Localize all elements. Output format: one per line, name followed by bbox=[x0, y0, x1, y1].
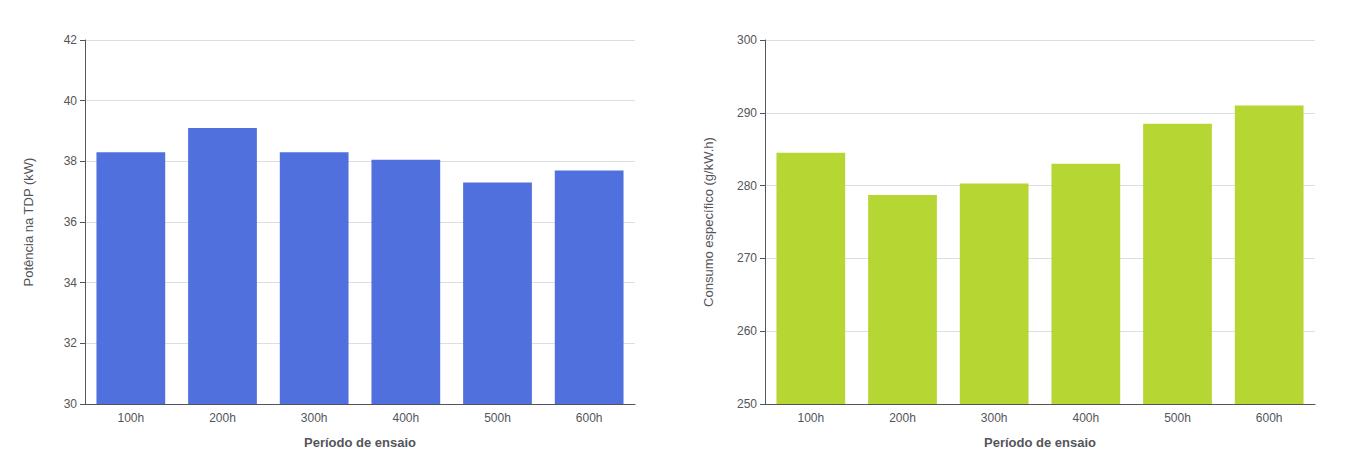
svg-text:300: 300 bbox=[737, 33, 757, 47]
svg-text:250: 250 bbox=[737, 397, 757, 411]
svg-text:300h: 300h bbox=[301, 411, 328, 425]
svg-text:600h: 600h bbox=[576, 411, 603, 425]
svg-text:280: 280 bbox=[737, 179, 757, 193]
svg-text:Período de ensaio: Período de ensaio bbox=[304, 435, 416, 450]
svg-text:290: 290 bbox=[737, 106, 757, 120]
svg-text:34: 34 bbox=[64, 276, 78, 290]
svg-text:400h: 400h bbox=[1072, 411, 1099, 425]
svg-text:200h: 200h bbox=[209, 411, 236, 425]
svg-text:100h: 100h bbox=[797, 411, 824, 425]
svg-text:Potência na TDP (kW): Potência na TDP (kW) bbox=[21, 158, 36, 287]
svg-text:400h: 400h bbox=[392, 411, 419, 425]
svg-text:32: 32 bbox=[64, 336, 78, 350]
svg-text:260: 260 bbox=[737, 324, 757, 338]
svg-text:40: 40 bbox=[64, 94, 78, 108]
svg-text:600h: 600h bbox=[1256, 411, 1283, 425]
svg-text:Consumo específico (g/kW.h): Consumo específico (g/kW.h) bbox=[701, 137, 716, 307]
svg-text:Período de ensaio: Período de ensaio bbox=[984, 435, 1096, 450]
svg-text:500h: 500h bbox=[1164, 411, 1191, 425]
svg-text:500h: 500h bbox=[484, 411, 511, 425]
svg-text:36: 36 bbox=[64, 215, 78, 229]
svg-text:100h: 100h bbox=[117, 411, 144, 425]
svg-text:42: 42 bbox=[64, 33, 78, 47]
svg-text:270: 270 bbox=[737, 251, 757, 265]
svg-text:38: 38 bbox=[64, 154, 78, 168]
svg-text:200h: 200h bbox=[889, 411, 916, 425]
svg-text:30: 30 bbox=[64, 397, 78, 411]
svg-text:300h: 300h bbox=[981, 411, 1008, 425]
